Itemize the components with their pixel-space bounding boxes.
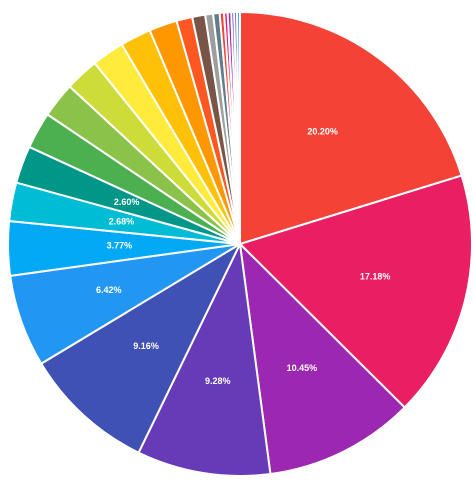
pie-slice-5[interactable]: [40, 243, 241, 454]
pie-slice-label-6: 6.42%: [96, 285, 122, 295]
pie-slice-2[interactable]: [239, 174, 473, 409]
pie-slice-label-9: 2.60%: [114, 197, 140, 207]
pie-slice-label-4: 9.28%: [205, 376, 231, 386]
pie-slice-label-2: 17.18%: [360, 272, 391, 282]
pie-slice-3[interactable]: [239, 243, 406, 475]
pie-slice-label-8: 2.68%: [109, 216, 135, 226]
pie-labels: 20.20% 17.18% 10.45% 9.28% 9.16% 6.42% 3.77% 2.…: [96, 126, 390, 385]
pie-slice-label-3: 10.45%: [287, 363, 318, 373]
pie-slice-4[interactable]: [137, 243, 272, 477]
pie-slices: [7, 11, 473, 477]
pie-slice-label-7: 3.77%: [107, 241, 133, 251]
pie-slice-label-1: 20.20%: [307, 126, 338, 136]
pie-slice-label-5: 9.16%: [133, 341, 159, 351]
pie-slice-25[interactable]: [236, 11, 241, 245]
pie-slice-1[interactable]: [239, 11, 463, 245]
